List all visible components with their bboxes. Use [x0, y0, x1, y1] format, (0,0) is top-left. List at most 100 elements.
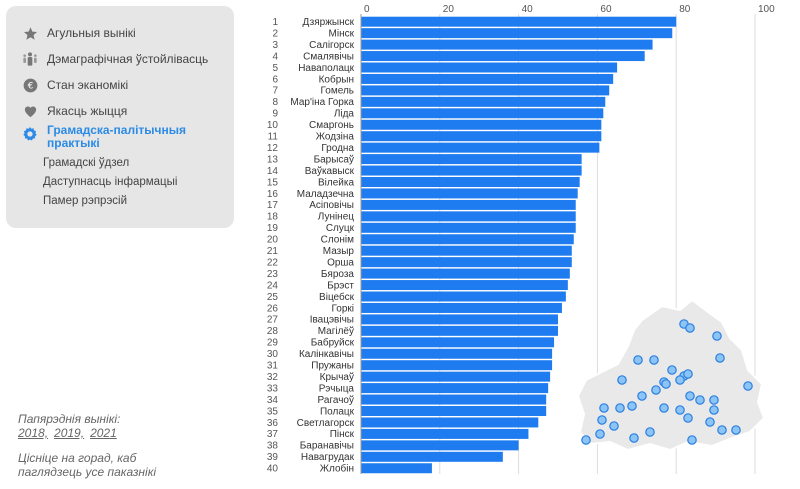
city-label: Навагрудак [301, 452, 355, 463]
bar[interactable] [361, 245, 572, 256]
city-marker[interactable] [667, 365, 677, 375]
bar[interactable] [361, 96, 606, 107]
city-marker[interactable] [695, 395, 705, 405]
bar[interactable] [361, 222, 576, 233]
rank-label: 7 [272, 86, 278, 97]
city-marker[interactable] [687, 435, 697, 445]
bar[interactable] [361, 268, 570, 279]
bar[interactable] [361, 85, 610, 96]
submenu-civic-participation[interactable]: Грамадскі ўдзел [43, 157, 130, 169]
city-marker[interactable] [683, 413, 693, 423]
menu-item-socio-political[interactable]: Грамадска-палітычныя практыкі [6, 124, 234, 154]
city-marker[interactable] [609, 421, 619, 431]
city-marker[interactable] [743, 381, 753, 391]
menu-item-demography[interactable]: Дэмаграфічная ўстойлівасць [6, 46, 234, 72]
rank-label: 21 [267, 246, 279, 257]
submenu-information-access[interactable]: Даступнасць інфармацыі [43, 176, 178, 188]
year-link-2018[interactable]: 2018, [18, 426, 49, 440]
city-marker[interactable] [712, 331, 722, 341]
bar[interactable] [361, 302, 562, 313]
bar[interactable] [361, 360, 553, 371]
menu-item-economy[interactable]: € Стан эканомікі [6, 72, 234, 98]
bar[interactable] [361, 348, 553, 359]
city-label: Пінск [330, 429, 355, 440]
city-marker[interactable] [595, 429, 605, 439]
city-label: Мінск [329, 28, 355, 39]
bar[interactable] [361, 51, 645, 62]
bar[interactable] [361, 73, 614, 84]
city-marker[interactable] [675, 375, 685, 385]
bar[interactable] [361, 394, 547, 405]
bar[interactable] [361, 16, 677, 27]
bar[interactable] [361, 108, 604, 119]
city-label: Смаргонь [309, 120, 354, 131]
bar[interactable] [361, 131, 602, 142]
bar[interactable] [361, 119, 602, 130]
city-marker[interactable] [709, 405, 719, 415]
bar[interactable] [361, 142, 600, 153]
city-marker[interactable] [659, 403, 669, 413]
bar[interactable] [361, 291, 566, 302]
city-marker[interactable] [617, 375, 627, 385]
bar[interactable] [361, 188, 578, 199]
year-link-2021[interactable]: 2021 [90, 426, 117, 440]
bar[interactable] [361, 428, 529, 439]
bar[interactable] [361, 211, 576, 222]
bar[interactable] [361, 177, 580, 187]
city-marker[interactable] [661, 379, 671, 389]
menu-item-general-results[interactable]: Агульныя вынікі [6, 20, 234, 46]
menu-item-quality-of-life[interactable]: Якасць жыцця [6, 98, 234, 124]
city-label: Горкі [332, 303, 354, 314]
city-marker[interactable] [633, 355, 643, 365]
bar[interactable] [361, 337, 555, 348]
city-marker[interactable] [715, 353, 725, 363]
city-marker[interactable] [683, 369, 693, 379]
city-marker[interactable] [717, 425, 727, 435]
bar[interactable] [361, 417, 539, 428]
bar[interactable] [361, 371, 551, 382]
city-marker[interactable] [627, 401, 637, 411]
bar[interactable] [361, 154, 582, 165]
city-marker[interactable] [649, 355, 659, 365]
year-link-2019[interactable]: 2019, [54, 426, 85, 440]
city-marker[interactable] [709, 395, 719, 405]
bar[interactable] [361, 463, 432, 474]
rank-label: 23 [267, 269, 279, 280]
bar[interactable] [361, 165, 582, 176]
bar[interactable] [361, 199, 576, 210]
city-marker[interactable] [615, 403, 625, 413]
bar[interactable] [361, 314, 558, 325]
city-marker[interactable] [629, 433, 639, 443]
bar[interactable] [361, 39, 653, 50]
bar[interactable] [361, 406, 547, 416]
bar[interactable] [361, 280, 568, 291]
bar[interactable] [361, 257, 572, 268]
bar[interactable] [361, 234, 574, 245]
bar[interactable] [361, 62, 618, 73]
menu-item-label: Стан эканомікі [47, 78, 129, 92]
city-marker[interactable] [651, 385, 661, 395]
city-marker[interactable] [637, 391, 647, 401]
bar[interactable] [361, 28, 673, 39]
bar[interactable] [361, 440, 519, 451]
city-label: Салігорск [309, 40, 355, 51]
city-marker[interactable] [675, 405, 685, 415]
city-marker[interactable] [731, 425, 741, 435]
city-marker[interactable] [597, 415, 607, 425]
city-marker[interactable] [581, 435, 591, 445]
rank-label: 38 [267, 441, 279, 452]
city-marker[interactable] [705, 417, 715, 427]
bar[interactable] [361, 325, 558, 336]
city-marker[interactable] [645, 427, 655, 437]
previous-years: 2018, 2019, 2021 [18, 426, 228, 440]
city-marker[interactable] [599, 403, 609, 413]
belarus-map[interactable] [572, 292, 772, 462]
bar[interactable] [361, 451, 503, 462]
bar[interactable] [361, 383, 549, 394]
rank-label: 22 [267, 257, 279, 268]
hint-label: Цісніце на горад, каб паглядзець усе пак… [18, 451, 157, 479]
submenu-repression-size[interactable]: Памер рэпрэсій [43, 195, 128, 207]
city-marker[interactable] [685, 323, 695, 333]
city-marker[interactable] [685, 391, 695, 401]
city-label: Вілейка [318, 177, 354, 188]
